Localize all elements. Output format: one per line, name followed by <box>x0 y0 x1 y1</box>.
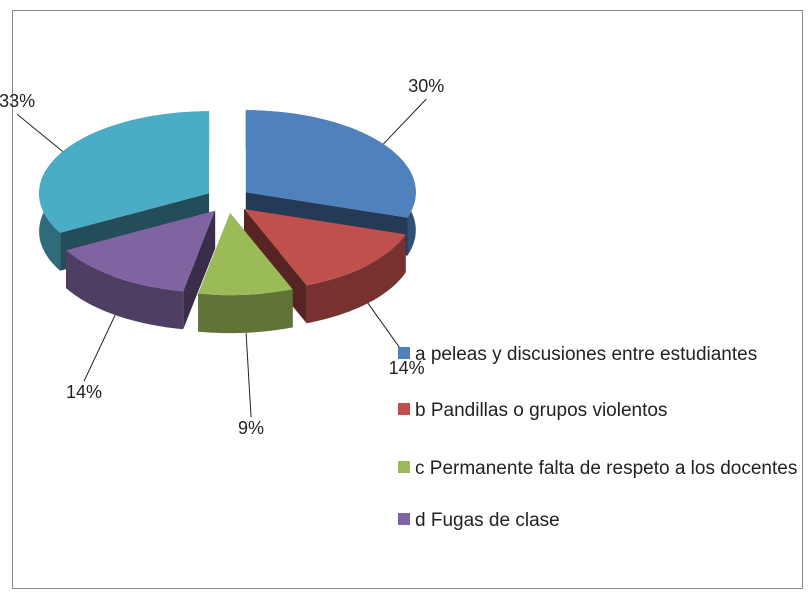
legend-entry: a peleas y discusiones entre estudiantes <box>398 342 798 368</box>
pie-slice <box>66 210 216 330</box>
leader-line <box>16 113 64 152</box>
data-label: 33% <box>0 91 35 111</box>
slice-face <box>66 250 184 330</box>
legend-swatch <box>398 403 410 415</box>
legend-label: d Fugas de clase <box>415 510 560 531</box>
data-label: 30% <box>408 76 444 96</box>
slice-face <box>244 209 406 286</box>
data-label: 9% <box>238 418 264 438</box>
leader-line <box>83 314 116 382</box>
legend-entry: d Fugas de clase <box>398 508 798 534</box>
legend-entry: c Permanente falta de respeto a los doce… <box>398 456 798 482</box>
legend-swatch <box>398 461 410 473</box>
legend-entry: b Pandillas o grupos violentos <box>398 398 798 424</box>
pie-slice <box>198 213 293 334</box>
legend-swatch <box>398 513 410 525</box>
data-label: 14% <box>66 382 102 402</box>
slice-face <box>245 110 416 218</box>
slice-face <box>198 213 293 296</box>
legend-label: b Pandillas o grupos violentos <box>415 400 668 421</box>
data-label: 14% <box>389 358 425 378</box>
legend-label: a peleas y discusiones entre estudiantes <box>415 344 758 365</box>
slice-face <box>198 289 293 334</box>
slice-face <box>306 234 406 324</box>
slice-face <box>39 111 210 233</box>
leader-line <box>382 98 427 145</box>
leader-line <box>245 332 252 418</box>
slice-face <box>66 210 216 292</box>
legend-swatch <box>398 347 410 359</box>
legend-label: c Permanente falta de respeto a los doce… <box>415 458 798 479</box>
